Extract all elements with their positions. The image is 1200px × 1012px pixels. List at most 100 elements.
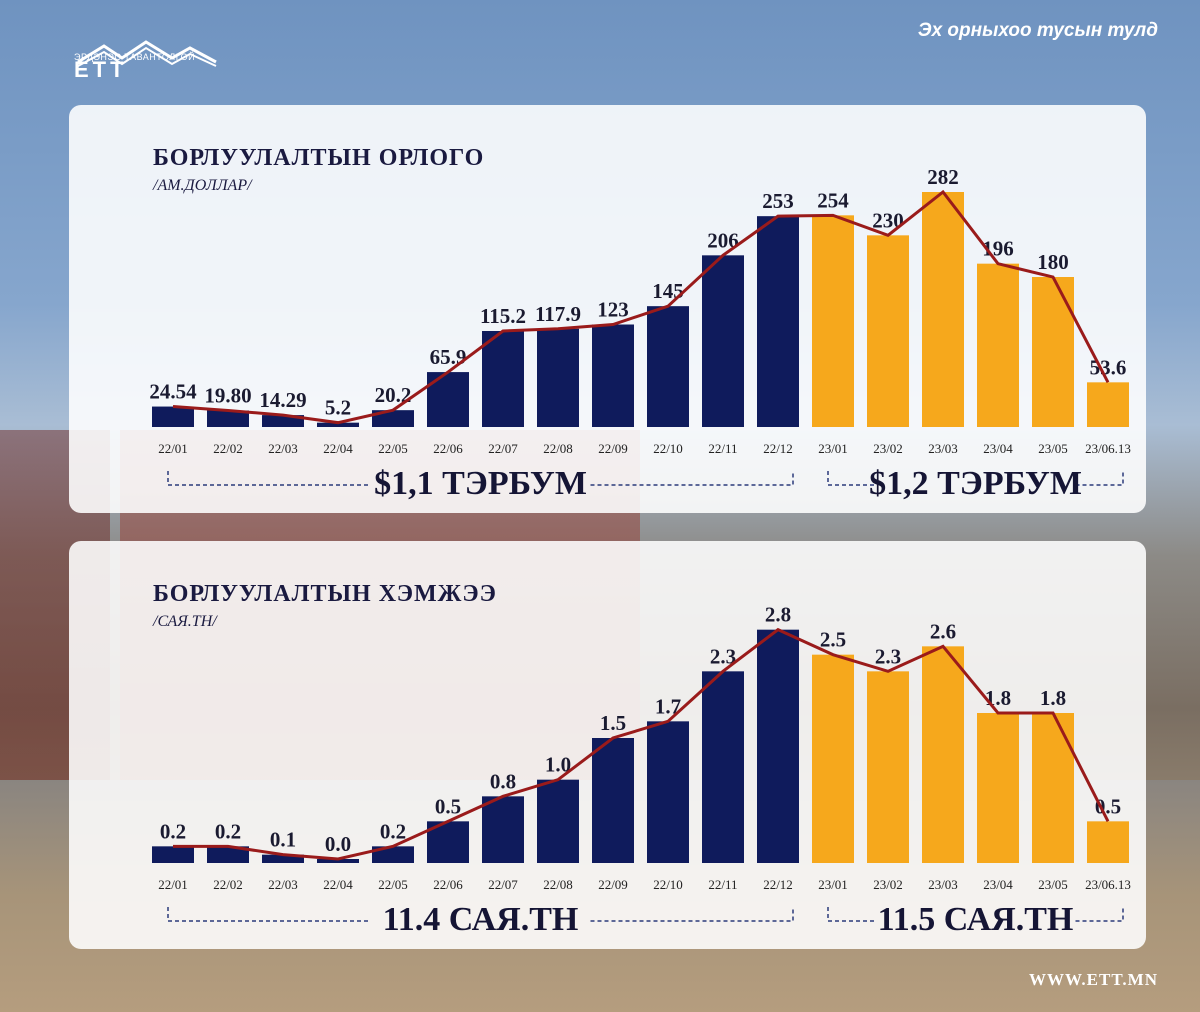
chart-title: БОРЛУУЛАЛТЫН ОРЛОГО [153, 145, 485, 171]
bar-22/09 [592, 738, 634, 863]
total-bracket-left [827, 907, 876, 922]
bar-22/06 [427, 372, 469, 427]
category-label: 22/12 [763, 441, 793, 456]
total-bracket-left [167, 471, 371, 486]
total-bracket-right [590, 907, 794, 922]
data-label: 0.2 [160, 819, 186, 843]
data-label: 253 [762, 189, 794, 213]
category-label: 22/02 [213, 877, 243, 892]
category-label: 22/06 [433, 441, 463, 456]
category-label: 22/09 [598, 877, 628, 892]
category-label: 22/12 [763, 877, 793, 892]
data-label: 1.8 [985, 686, 1011, 710]
data-label: 180 [1037, 250, 1069, 274]
bar-22/08 [537, 328, 579, 427]
category-label: 23/06.13 [1085, 877, 1131, 892]
data-label: 1.5 [600, 711, 626, 735]
category-label: 22/01 [158, 877, 188, 892]
slogan: Эх орныхоо тусын тулд [917, 20, 1158, 41]
bar-23/02 [867, 671, 909, 863]
total-2023: 11.5 САЯ.ТН [877, 901, 1074, 938]
data-label: 2.3 [875, 644, 901, 668]
bar-22/01 [152, 846, 194, 863]
data-label: 24.54 [149, 380, 197, 404]
website-link[interactable]: WWW.ETT.MN [1028, 970, 1158, 989]
data-label: 0.0 [325, 832, 351, 856]
data-label: 0.2 [215, 819, 241, 843]
category-label: 23/01 [818, 441, 848, 456]
category-label: 22/09 [598, 441, 628, 456]
chart-subtitle: /АМ.ДОЛЛАР/ [153, 177, 252, 194]
data-label: 0.2 [380, 819, 406, 843]
chart-subtitle: /САЯ.ТН/ [153, 613, 217, 630]
total-2023: $1,2 ТЭРБУМ [869, 465, 1082, 502]
category-label: 22/06 [433, 877, 463, 892]
category-label: 23/04 [983, 877, 1013, 892]
data-label: 2.6 [930, 619, 956, 643]
bar-22/04 [317, 422, 359, 427]
data-label: 2.8 [765, 603, 791, 627]
category-label: 23/02 [873, 877, 903, 892]
trend-line [172, 189, 1110, 425]
category-label: 22/10 [653, 441, 683, 456]
bar-23/05 [1032, 277, 1074, 427]
bar-22/09 [592, 324, 634, 427]
total-bracket-right [1075, 471, 1124, 486]
category-label: 22/11 [708, 877, 737, 892]
bar-22/12 [757, 629, 799, 863]
revenue-bar-chart: 24.54 22/01 19.80 22/02 14.29 22/03 5.2 22/04 20… [149, 165, 1131, 486]
data-label: 2.5 [820, 628, 846, 652]
bar-23/04 [977, 713, 1019, 863]
data-label: 254 [817, 188, 849, 212]
bar-22/11 [702, 255, 744, 427]
data-label: 20.2 [375, 383, 412, 407]
bar-23/04 [977, 263, 1019, 427]
category-label: 22/02 [213, 441, 243, 456]
category-label: 22/03 [268, 877, 298, 892]
revenue-chart-panel: БОРЛУУЛАЛТЫН ОРЛОГО /АМ.ДОЛЛАР/ 24.54 22/… [69, 105, 1146, 513]
bar-22/10 [647, 306, 689, 427]
bar-23/06.13 [1087, 821, 1129, 863]
data-label: 117.9 [535, 302, 581, 326]
category-label: 22/05 [378, 441, 408, 456]
category-label: 22/01 [158, 441, 188, 456]
category-label: 23/05 [1038, 441, 1068, 456]
category-label: 23/04 [983, 441, 1013, 456]
data-label: 115.2 [480, 304, 526, 328]
bar-22/01 [152, 406, 194, 427]
category-label: 23/02 [873, 441, 903, 456]
category-label: 22/07 [488, 877, 518, 892]
category-label: 23/06.13 [1085, 441, 1131, 456]
bar-23/06.13 [1087, 382, 1129, 427]
bar-22/03 [262, 854, 304, 863]
logo-abbreviation: ЕТТ [74, 57, 128, 82]
data-label: 123 [597, 298, 629, 322]
bar-22/07 [482, 796, 524, 863]
bar-22/12 [757, 216, 799, 427]
bar-23/01 [812, 654, 854, 863]
trend-line [173, 627, 1110, 861]
category-label: 22/08 [543, 441, 573, 456]
total-bracket-left [167, 907, 371, 922]
category-label: 22/07 [488, 441, 518, 456]
data-label: 230 [872, 208, 904, 232]
category-label: 22/03 [268, 441, 298, 456]
data-label: 14.29 [259, 388, 306, 412]
data-label: 65.9 [430, 345, 467, 369]
bar-23/02 [867, 235, 909, 427]
bar-23/03 [922, 646, 964, 863]
data-label: 282 [927, 165, 959, 189]
category-label: 22/11 [708, 441, 737, 456]
category-label: 22/04 [323, 441, 353, 456]
bar-23/01 [812, 215, 854, 427]
volume-bar-chart: 0.2 22/01 0.2 22/02 0.1 22/03 0.0 22/04 0.2 22/05… [152, 603, 1131, 922]
bar-22/02 [207, 410, 249, 427]
volume-chart-panel: БОРЛУУЛАЛТЫН ХЭМЖЭЭ /САЯ.ТН/ 0.2 22/01 0.2… [69, 541, 1146, 949]
bar-22/11 [702, 671, 744, 863]
category-label: 22/08 [543, 877, 573, 892]
bar-22/02 [207, 846, 249, 863]
bar-22/04 [317, 859, 359, 863]
bar-22/08 [537, 779, 579, 863]
total-bracket-right [590, 471, 794, 486]
total-2022: $1,1 ТЭРБУМ [374, 465, 587, 502]
